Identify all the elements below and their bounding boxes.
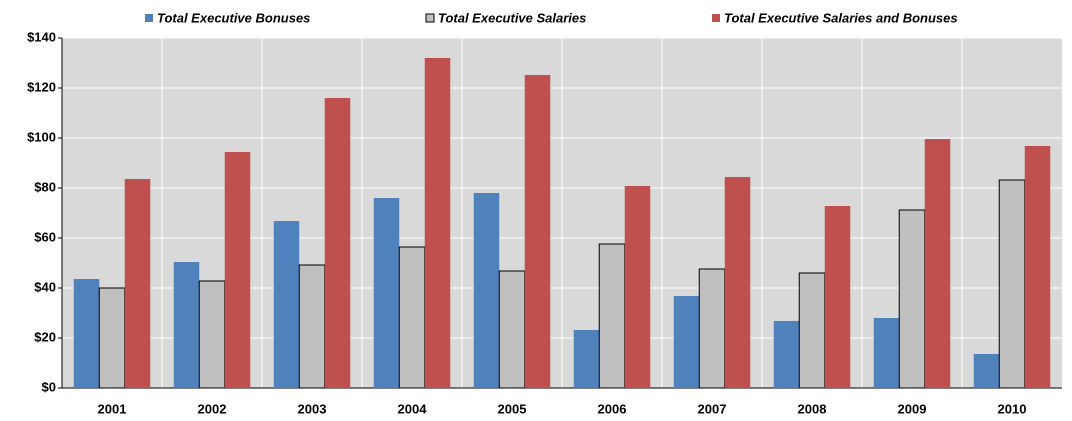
y-tick-label: $120	[27, 79, 56, 94]
bar	[924, 139, 951, 388]
y-tick-label: $20	[34, 329, 56, 344]
bar	[598, 243, 626, 389]
bar	[298, 264, 326, 389]
x-tick-label: 2006	[598, 401, 627, 416]
x-tick-label: 2008	[798, 401, 827, 416]
y-tick-label: $0	[42, 379, 56, 394]
bar	[898, 209, 926, 389]
bar	[973, 354, 1000, 388]
bar	[224, 152, 251, 388]
bar	[73, 279, 100, 388]
bar	[624, 186, 651, 388]
x-tick-label: 2003	[298, 401, 327, 416]
y-tick-label: $60	[34, 229, 56, 244]
bar	[124, 179, 151, 388]
bar	[424, 58, 451, 388]
y-tick-label: $140	[27, 29, 56, 44]
x-tick-label: 2005	[498, 401, 527, 416]
bar	[1024, 146, 1051, 388]
bar	[473, 193, 500, 388]
bar	[673, 296, 700, 388]
bar	[524, 75, 551, 388]
bar	[873, 318, 900, 388]
bar	[198, 280, 226, 389]
bar	[373, 198, 400, 388]
bar	[698, 268, 726, 389]
bar	[798, 272, 826, 389]
legend-swatch	[145, 14, 153, 22]
y-tick-label: $100	[27, 129, 56, 144]
bar	[724, 177, 751, 388]
bar	[398, 246, 426, 389]
legend-label: Total Executive Salaries	[438, 10, 586, 25]
x-tick-label: 2010	[998, 401, 1027, 416]
bar	[998, 179, 1026, 389]
bar	[324, 98, 351, 388]
legend-swatch	[425, 13, 435, 23]
x-tick-label: 2002	[198, 401, 227, 416]
bar	[824, 206, 851, 388]
y-tick-label: $80	[34, 179, 56, 194]
x-tick-label: 2001	[98, 401, 127, 416]
bar	[773, 321, 800, 388]
x-tick-label: 2007	[698, 401, 727, 416]
legend-label: Total Executive Salaries and Bonuses	[724, 10, 958, 25]
bar	[498, 270, 526, 389]
bar	[273, 221, 300, 388]
x-tick-label: 2009	[898, 401, 927, 416]
legend-swatch	[712, 14, 720, 22]
bar	[173, 262, 200, 388]
x-tick-label: 2004	[398, 401, 428, 416]
y-tick-label: $40	[34, 279, 56, 294]
bar	[573, 330, 600, 388]
legend-label: Total Executive Bonuses	[157, 10, 310, 25]
bar	[98, 287, 126, 389]
